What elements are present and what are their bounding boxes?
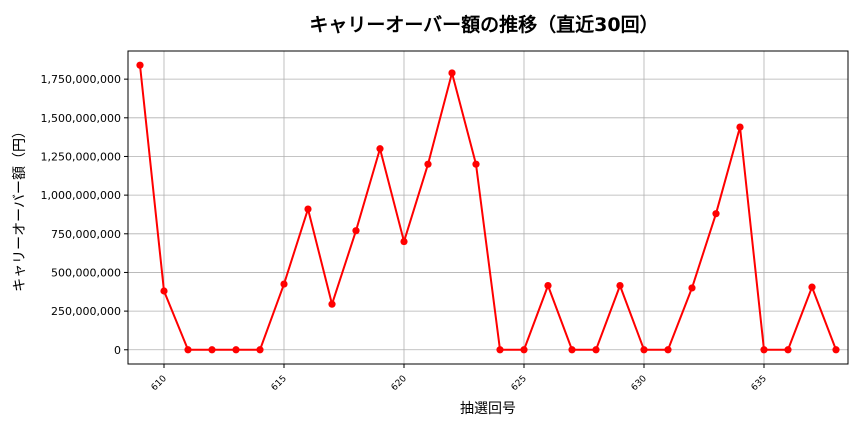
data-point <box>616 282 623 289</box>
data-point <box>160 287 167 294</box>
data-point <box>568 346 575 353</box>
data-point <box>592 346 599 353</box>
data-point <box>808 284 815 291</box>
y-tick-label: 1,750,000,000 <box>41 73 121 86</box>
data-point <box>304 205 311 212</box>
x-axis-ticks: 610 615 620 625 630 635 <box>150 364 769 393</box>
data-point <box>352 227 359 234</box>
data-point <box>712 210 719 217</box>
y-tick-label: 1,000,000,000 <box>41 189 121 202</box>
x-tick-label: 615 <box>270 374 289 393</box>
x-tick-label: 630 <box>630 374 649 393</box>
y-tick-label: 1,250,000,000 <box>41 150 121 163</box>
data-point <box>136 62 143 69</box>
data-point <box>832 346 839 353</box>
data-point <box>640 346 647 353</box>
x-tick-label: 635 <box>750 374 769 393</box>
data-point <box>376 145 383 152</box>
data-point <box>208 346 215 353</box>
data-point <box>328 301 335 308</box>
data-point <box>448 69 455 76</box>
data-point <box>736 123 743 130</box>
grid <box>128 51 848 364</box>
y-tick-label: 500,000,000 <box>51 266 121 279</box>
y-tick-label: 1,500,000,000 <box>41 112 121 125</box>
y-tick-label: 250,000,000 <box>51 305 121 318</box>
plot-area-frame <box>128 51 848 364</box>
data-point <box>688 284 695 291</box>
chart-title: キャリーオーバー額の推移（直近30回） <box>309 13 658 36</box>
y-axis-label: キャリーオーバー額（円） <box>12 124 28 292</box>
y-axis-ticks: 0 250,000,000 500,000,000 750,000,000 1,000,… <box>41 73 128 357</box>
data-point <box>184 346 191 353</box>
series-line <box>140 65 836 350</box>
data-point <box>280 280 287 287</box>
data-point <box>424 161 431 168</box>
x-tick-label: 620 <box>390 374 409 393</box>
data-point <box>544 282 551 289</box>
data-point <box>664 346 671 353</box>
y-tick-label: 750,000,000 <box>51 228 121 241</box>
x-tick-label: 625 <box>510 374 529 393</box>
series-group <box>136 62 839 354</box>
data-point <box>232 346 239 353</box>
data-point <box>496 346 503 353</box>
y-tick-label: 0 <box>114 344 121 357</box>
data-point <box>520 346 527 353</box>
data-point <box>784 346 791 353</box>
data-point <box>472 161 479 168</box>
x-tick-label: 610 <box>150 374 169 393</box>
data-point <box>400 238 407 245</box>
data-point <box>256 346 263 353</box>
x-axis-label: 抽選回号 <box>460 401 516 417</box>
data-point <box>760 346 767 353</box>
